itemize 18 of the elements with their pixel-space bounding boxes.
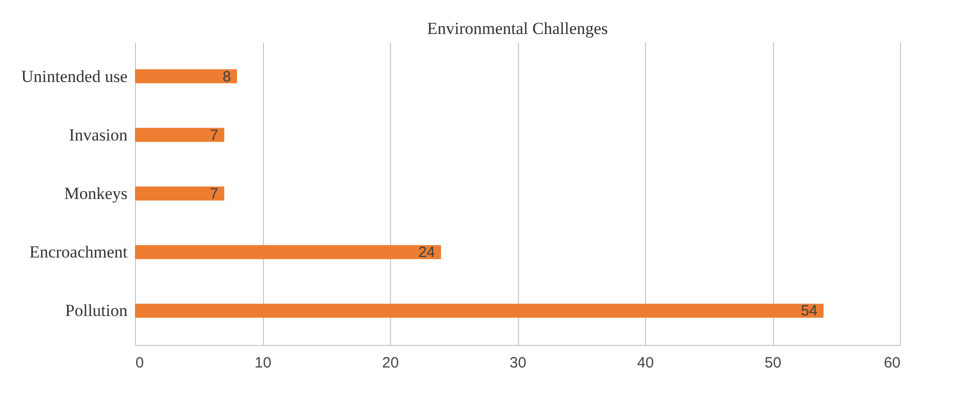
x-tick-label: 60 (884, 354, 900, 372)
x-tick-label: 40 (637, 354, 654, 372)
x-tick-label: 20 (382, 354, 399, 372)
x-tick-label: 30 (510, 354, 526, 372)
data-label: 7 (210, 126, 218, 144)
data-label: 24 (418, 244, 435, 262)
chart-title: Environmental Challenges (427, 19, 608, 38)
y-tick-label: Pollution (65, 301, 128, 320)
data-label: 7 (210, 186, 218, 202)
x-tick-label: 10 (254, 354, 272, 372)
y-tick-label: Unintended use (21, 66, 128, 86)
x-tick-label: 0 (136, 354, 144, 372)
data-label: 8 (222, 68, 231, 86)
data-label: 54 (800, 302, 818, 320)
y-tick-label: Monkeys (64, 184, 128, 203)
y-tick-label: Encroachment (29, 242, 128, 262)
x-tick-label: 50 (764, 354, 782, 372)
y-tick-label: Invasion (68, 125, 128, 144)
